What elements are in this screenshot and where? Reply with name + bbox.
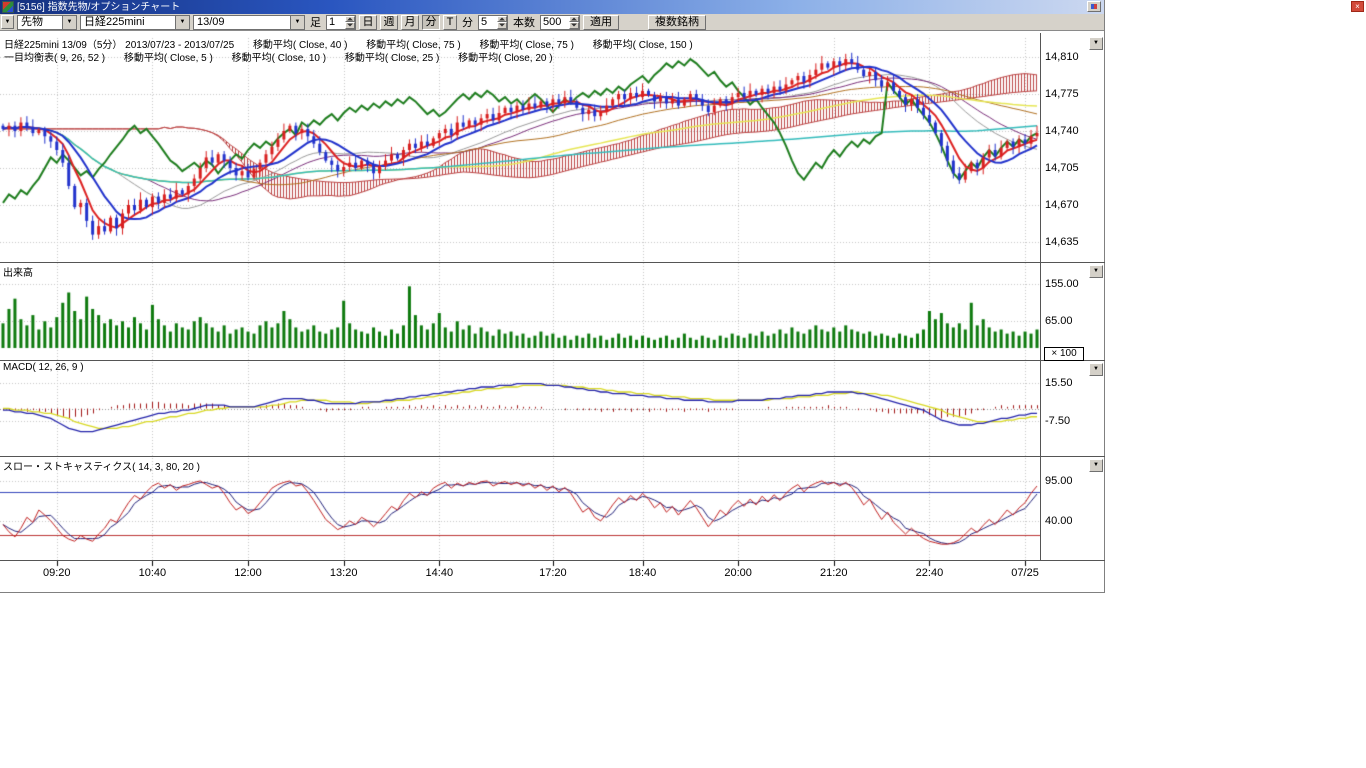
symbol-select[interactable]: 日経225mini ▼ <box>80 15 190 30</box>
titlebar-mdi-button[interactable] <box>1087 1 1101 12</box>
axis-tick-label: 14,740 <box>1045 125 1079 137</box>
spin-down-icon[interactable] <box>497 22 507 29</box>
period-month-button[interactable]: 月 <box>401 15 419 30</box>
dropdown-arrow-icon[interactable]: ▼ <box>175 16 189 29</box>
time-tick-label: 07/25 <box>1003 567 1047 579</box>
spin-down-icon[interactable] <box>345 22 355 29</box>
time-tick-label: 21:20 <box>812 567 856 579</box>
axis-tick-label: 14,635 <box>1045 236 1079 248</box>
window-title: [5156] 指数先物/オプションチャート <box>17 1 180 14</box>
macd-panel-dropdown-button[interactable]: ▼ <box>1089 363 1103 376</box>
minute-label: 分 <box>462 14 473 30</box>
titlebar[interactable]: [5156] 指数先物/オプションチャート <box>0 0 1104 14</box>
legend-ma10: 移動平均( Close, 10 ) <box>232 53 326 64</box>
axis-tick-label: 14,670 <box>1045 199 1079 211</box>
price-legend-line2: 一目均衡表( 9, 26, 52 ) 移動平均( Close, 5 ) 移動平均… <box>4 49 569 64</box>
time-tick-label: 14:40 <box>417 567 461 579</box>
volume-panel-label: 出来高 <box>3 264 33 279</box>
legend-ma5: 移動平均( Close, 5 ) <box>124 53 213 64</box>
minute-spinner[interactable]: 5 <box>478 15 508 30</box>
axis-tick-label: 14,810 <box>1045 51 1079 63</box>
time-tick-label: 13:20 <box>322 567 366 579</box>
bars-spinner[interactable]: 500 <box>540 15 580 30</box>
bar-count-spinner[interactable]: 1 <box>326 15 356 30</box>
category-select[interactable]: 先物 ▼ <box>17 15 77 30</box>
price-panel-dropdown-button[interactable]: ▼ <box>1089 37 1103 50</box>
legend-ma20: 移動平均( Close, 20 ) <box>458 53 552 64</box>
period-week-button[interactable]: 週 <box>380 15 398 30</box>
axis-tick-label: 14,775 <box>1045 88 1079 100</box>
app-window: [5156] 指数先物/オプションチャート ▼ 先物 ▼ 日経225mini ▼… <box>0 0 1105 593</box>
symbol-value: 日経225mini <box>81 16 175 29</box>
volume-unit-badge: × 100 <box>1044 347 1084 361</box>
close-button[interactable]: × <box>1351 1 1364 12</box>
bar-count-value: 1 <box>327 16 345 29</box>
dropdown-arrow-icon[interactable]: ▼ <box>62 16 76 29</box>
period-tick-button[interactable]: T <box>443 15 457 30</box>
axis-separator-line <box>1040 33 1041 561</box>
time-tick-label: 22:40 <box>907 567 951 579</box>
spin-down-icon[interactable] <box>569 22 579 29</box>
period-day-button[interactable]: 日 <box>359 15 377 30</box>
apply-button[interactable]: 適用 <box>583 15 619 30</box>
macd-panel-label: MACD( 12, 26, 9 ) <box>3 362 84 373</box>
dropdown-arrow-icon[interactable]: ▼ <box>290 16 304 29</box>
time-tick-label: 10:40 <box>130 567 174 579</box>
category-value: 先物 <box>18 16 62 29</box>
axis-tick-label: -7.50 <box>1045 415 1070 427</box>
time-tick-label: 18:40 <box>621 567 665 579</box>
volume-panel-dropdown-button[interactable]: ▼ <box>1089 265 1103 278</box>
axis-tick-label: 15.50 <box>1045 377 1073 389</box>
time-tick-label: 20:00 <box>716 567 760 579</box>
period-minute-button[interactable]: 分 <box>422 15 440 30</box>
bars-label: 本数 <box>513 14 535 30</box>
axis-tick-label: 95.00 <box>1045 475 1073 487</box>
multi-symbol-button[interactable]: 複数銘柄 <box>648 15 706 30</box>
panel-separator <box>0 262 1105 263</box>
chart-canvas[interactable] <box>0 33 1040 567</box>
axis-tick-label: 65.00 <box>1045 315 1073 327</box>
chart-bottom-axis-line <box>0 560 1105 561</box>
toolbar-dropdown-button[interactable]: ▼ <box>1 15 14 29</box>
panel-separator <box>0 360 1105 361</box>
stoch-panel-dropdown-button[interactable]: ▼ <box>1089 459 1103 472</box>
bars-value: 500 <box>541 16 569 29</box>
app-icon <box>2 1 14 13</box>
time-tick-label: 09:20 <box>35 567 79 579</box>
panel-separator <box>0 456 1105 457</box>
mdi-button-icon <box>1091 4 1097 9</box>
toolbar: ▼ 先物 ▼ 日経225mini ▼ 13/09 ▼ 足 1 日 週 月 分 T… <box>0 14 1104 31</box>
x-axis: 09:20 10:40 12:00 13:20 14:40 17:20 18:40 20:00… <box>0 567 1040 581</box>
bar-label: 足 <box>310 14 321 30</box>
time-tick-label: 17:20 <box>531 567 575 579</box>
axis-tick-label: 155.00 <box>1045 278 1079 290</box>
stoch-panel-label: スロー・ストキャスティクス( 14, 3, 80, 20 ) <box>3 458 200 473</box>
legend-ma25: 移動平均( Close, 25 ) <box>345 53 439 64</box>
contract-select[interactable]: 13/09 ▼ <box>193 15 305 30</box>
axis-tick-label: 40.00 <box>1045 515 1073 527</box>
legend-ma150: 移動平均( Close, 150 ) <box>593 40 693 51</box>
axis-tick-label: 14,705 <box>1045 162 1079 174</box>
minute-value: 5 <box>479 16 497 29</box>
time-tick-label: 12:00 <box>226 567 270 579</box>
contract-value: 13/09 <box>194 16 290 29</box>
legend-ichimoku: 一目均衡表( 9, 26, 52 ) <box>4 53 105 64</box>
